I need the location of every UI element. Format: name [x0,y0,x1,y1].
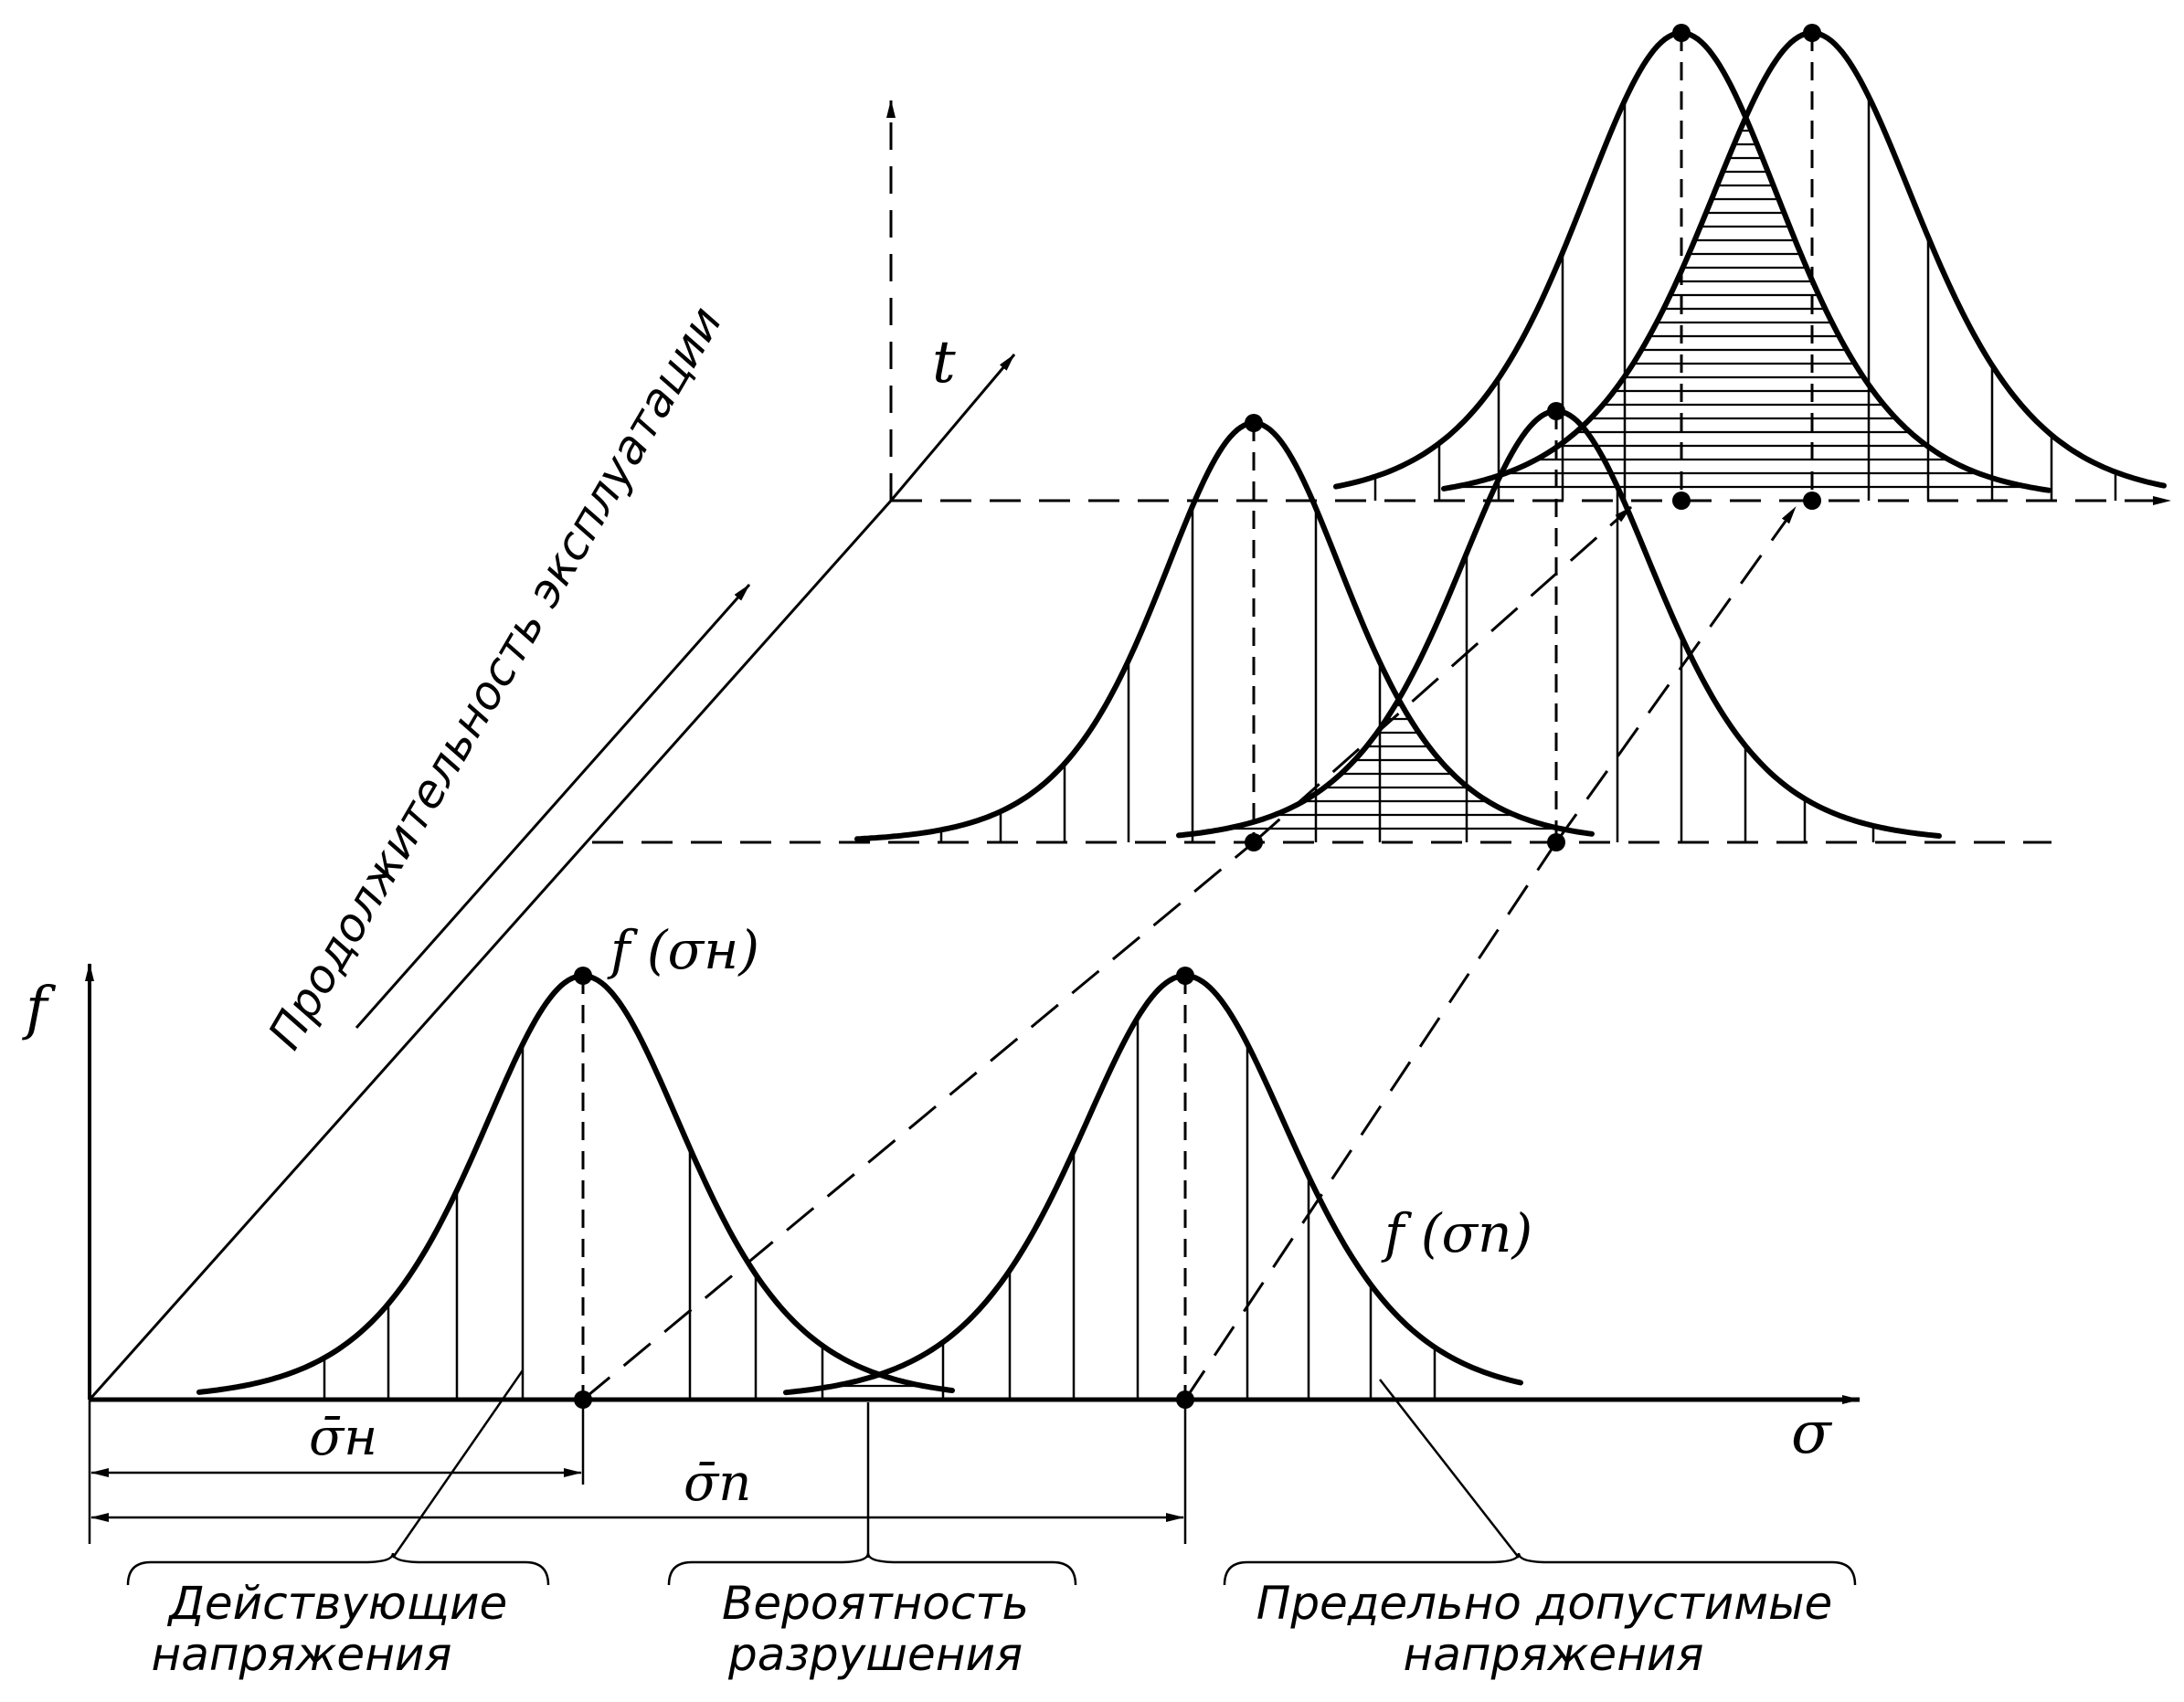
curve-limit-1 [783,972,1523,1396]
curve-acting-1-peak-dot [574,967,592,985]
projection-mean-n-upper [1253,505,1632,844]
baselines [90,496,2171,1404]
captions: Действующие напряжения Вероятность разру… [152,1577,1833,1681]
curve-limit-2 [1176,407,1942,839]
leader-acting [391,1369,525,1559]
projection-mean-p-upper [1554,506,1797,843]
bracket-acting [126,1552,550,1586]
caption-failure-line2: разрушения [727,1628,1023,1681]
mean-sigma-p-label: σ̄п [684,1454,751,1513]
mean-lines [581,33,1814,1400]
distribution-hatching [323,96,2117,1400]
curve-acting-2 [854,420,1595,842]
time-diagonal [88,500,893,1401]
distribution-points [574,24,1821,1409]
curve-acting-2-base-dot [1245,833,1263,851]
axis-f-label: f [22,975,57,1042]
curve-acting-3-base-dot [1672,492,1691,510]
failure-probability-regions [834,129,2028,1388]
caption-failure-line1: Вероятность [722,1577,1029,1630]
caption-acting-line1: Действующие [167,1577,507,1630]
caption-limit-line2: напряжения [1404,1628,1704,1681]
axes [85,100,1016,1401]
curve-limit-2-peak-dot [1547,402,1565,420]
f-sigma-p-label: f (σп) [1381,1202,1532,1264]
curve-limit-1-peak-dot [1176,967,1194,985]
curve-limit-3-peak-dot [1803,24,1821,42]
time-axis [889,354,1016,502]
curve-acting-3-peak-dot [1672,24,1691,42]
mean-sigma-n-label: σ̄н [309,1408,377,1467]
caption-limit-line1: Предельно допустимые [1256,1577,1833,1630]
leaders [126,1369,1857,1586]
dimensions [88,1400,1187,1544]
duration-arrow [355,584,751,1029]
projection-lines [582,505,1797,1401]
curve-limit-2-base-dot [1547,833,1565,851]
caption-acting-line2: напряжения [152,1628,452,1681]
curve-limit-3-base-dot [1803,492,1821,510]
bracket-limit [1223,1552,1857,1586]
curve-acting-3 [1333,30,2051,493]
curve-acting-2-peak-dot [1245,414,1263,432]
axis-t-label: t [932,329,956,396]
f-sigma-n-label: f (σн) [607,919,759,981]
labels: f σ t f (σн) f (σп) σ̄н σ̄п Продолжитель… [22,298,1833,1513]
leader-limit [1379,1379,1520,1559]
projection-mean-n-lower [582,840,1255,1401]
projection-mean-p-lower [1183,841,1558,1401]
bracket-failure [667,1552,1077,1586]
axis-sigma-label: σ [1791,1400,1833,1467]
